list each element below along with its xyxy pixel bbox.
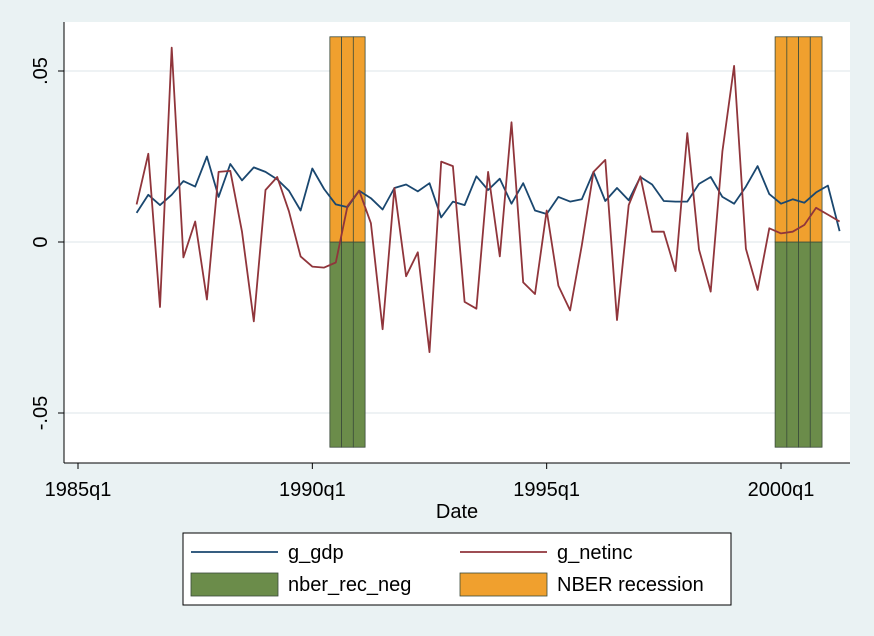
gridlines	[64, 70, 850, 414]
legend: g_gdp g_netinc nber_rec_neg NBER recession	[182, 532, 732, 606]
legend-label-g_gdp: g_gdp	[288, 542, 344, 564]
series-lines	[135, 46, 841, 354]
legend-key-nber_rec_neg	[190, 572, 279, 597]
series-line-g_netinc	[135, 46, 841, 354]
legend-label-g_netinc: g_netinc	[557, 542, 633, 564]
bar-nber-recession-1990q4	[341, 36, 354, 243]
legend-label-nber-recession: NBER recession	[557, 574, 704, 596]
bar-nber-recession-1990q3	[329, 36, 343, 243]
y-tick-label: .05	[30, 57, 52, 85]
axes: -.05 0 .05 1985q1 1990q1 1995q1 2000q1	[30, 22, 850, 501]
bar-nber-recession-2000q1	[774, 36, 788, 243]
bar-nber_rec_neg-2000q3	[798, 241, 811, 448]
bar-nber_rec_neg-1991q1	[352, 241, 366, 448]
bar-nber-recession-2000q4	[809, 36, 823, 243]
bar-nber_rec_neg-2000q1	[774, 241, 788, 448]
y-tick-label: -.05	[30, 396, 52, 430]
x-tick-label: 1995q1	[513, 479, 580, 501]
recession-bars	[329, 36, 823, 448]
x-tick-label: 1985q1	[45, 479, 112, 501]
bar-nber_rec_neg-2000q4	[809, 241, 823, 448]
x-axis-title: Date	[436, 501, 478, 523]
x-tick-label: 2000q1	[748, 479, 815, 501]
series-line-g_gdp	[135, 155, 841, 232]
bar-nber_rec_neg-1990q4	[341, 241, 354, 448]
y-tick-label: 0	[30, 236, 52, 247]
x-tick-label: 1990q1	[279, 479, 346, 501]
legend-label-nber_rec_neg: nber_rec_neg	[288, 574, 411, 596]
bar-nber_rec_neg-1990q3	[329, 241, 343, 448]
bar-nber-recession-1991q1	[352, 36, 366, 243]
bar-nber-recession-2000q3	[798, 36, 811, 243]
legend-key-nber-recession	[459, 572, 548, 597]
bar-nber-recession-2000q2	[786, 36, 800, 243]
bar-nber_rec_neg-2000q2	[786, 241, 800, 448]
